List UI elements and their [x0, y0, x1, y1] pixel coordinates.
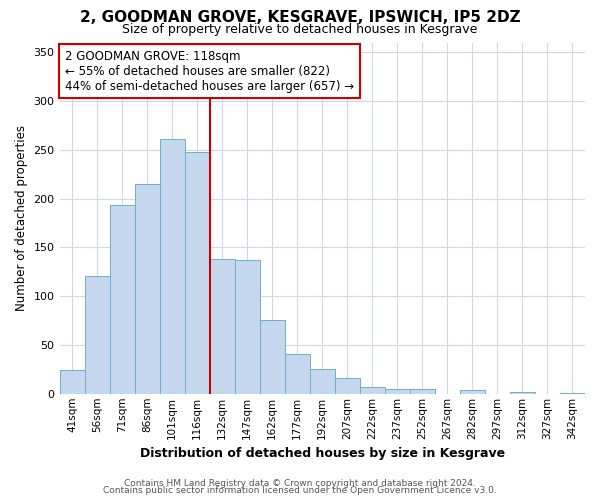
Text: 2, GOODMAN GROVE, KESGRAVE, IPSWICH, IP5 2DZ: 2, GOODMAN GROVE, KESGRAVE, IPSWICH, IP5… — [80, 10, 520, 25]
Bar — [59, 370, 85, 394]
Bar — [110, 206, 134, 394]
Bar — [185, 152, 209, 394]
Bar — [235, 260, 260, 394]
Bar — [285, 354, 310, 394]
Text: Contains public sector information licensed under the Open Government Licence v3: Contains public sector information licen… — [103, 486, 497, 495]
X-axis label: Distribution of detached houses by size in Kesgrave: Distribution of detached houses by size … — [140, 447, 505, 460]
Bar — [335, 378, 360, 394]
Bar — [510, 392, 535, 394]
Bar — [360, 387, 385, 394]
Bar — [310, 370, 335, 394]
Text: 2 GOODMAN GROVE: 118sqm
← 55% of detached houses are smaller (822)
44% of semi-d: 2 GOODMAN GROVE: 118sqm ← 55% of detache… — [65, 50, 354, 92]
Y-axis label: Number of detached properties: Number of detached properties — [15, 125, 28, 311]
Bar — [410, 389, 435, 394]
Bar — [209, 259, 235, 394]
Bar — [560, 393, 585, 394]
Bar — [260, 320, 285, 394]
Bar — [134, 184, 160, 394]
Bar — [160, 139, 185, 394]
Text: Size of property relative to detached houses in Kesgrave: Size of property relative to detached ho… — [122, 22, 478, 36]
Text: Contains HM Land Registry data © Crown copyright and database right 2024.: Contains HM Land Registry data © Crown c… — [124, 478, 476, 488]
Bar — [85, 276, 110, 394]
Bar — [460, 390, 485, 394]
Bar — [385, 389, 410, 394]
